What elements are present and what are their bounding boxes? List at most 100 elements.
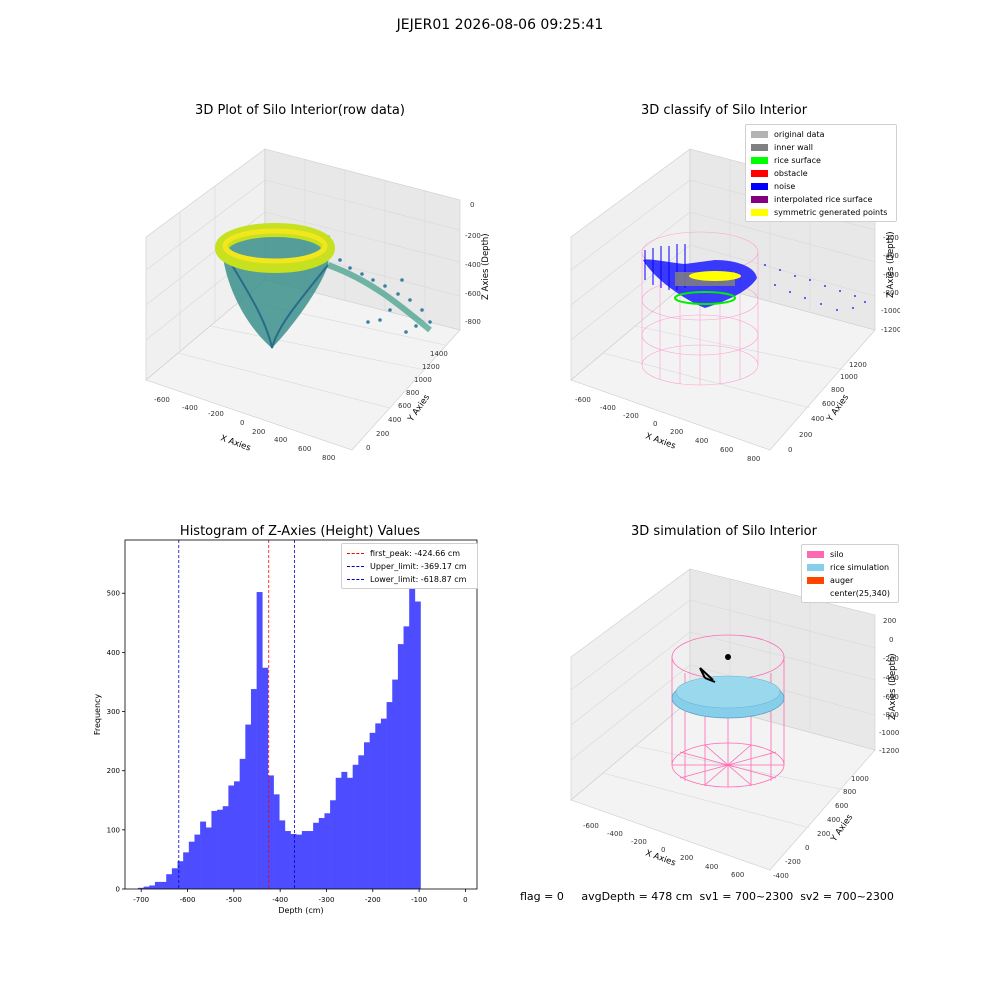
classify-xtick: 0 [653, 420, 657, 428]
histogram-bar [375, 723, 382, 889]
histogram-bar [149, 885, 156, 889]
histogram-bar [205, 827, 212, 889]
legend-item: Upper_limit: -369.17 cm [347, 560, 472, 573]
classify-ytick: 1200 [849, 361, 867, 369]
x-tick-label: -500 [226, 896, 242, 904]
histogram-bar [267, 775, 274, 889]
histogram-bar [341, 771, 348, 889]
simulation-xtick: -600 [583, 822, 599, 830]
histogram-bar [137, 887, 144, 889]
histogram-bar [318, 818, 325, 889]
legend-label: center(25,340) [830, 589, 890, 598]
histogram-bar [380, 718, 387, 889]
histogram-bar [296, 834, 303, 889]
simulation-ytick: 1000 [851, 775, 869, 783]
legend-item: first_peak: -424.66 cm [347, 547, 472, 560]
legend-label: auger [830, 576, 854, 585]
raw-ytick: 600 [398, 402, 411, 410]
legend-item: original data [751, 128, 891, 141]
x-tick-label: -100 [411, 896, 427, 904]
simulation-ztick: -800 [883, 711, 899, 719]
legend-swatch [807, 590, 824, 597]
classify-ylabel: Y Axies [825, 392, 852, 424]
histogram-bar [414, 601, 421, 889]
histogram-bar [279, 820, 286, 889]
simulation-3d-plot: -600 -400 -200 0 200 400 600 -400 -200 0… [570, 568, 899, 880]
legend-item: silo [807, 548, 893, 561]
histogram-bar [347, 777, 353, 889]
histogram-bar [177, 861, 184, 889]
raw-xtick: 600 [298, 445, 311, 453]
legend-swatch [751, 144, 768, 151]
simulation-ztick: -400 [883, 674, 899, 682]
classify-ytick: 800 [831, 386, 844, 394]
legend-item: rice surface [751, 154, 891, 167]
histogram-legend: first_peak: -424.66 cm Upper_limit: -369… [341, 543, 478, 589]
legend-label: obstacle [774, 169, 808, 178]
raw-xtick: -200 [208, 410, 224, 418]
x-tick-label: -700 [133, 896, 149, 904]
histogram-bar [154, 881, 161, 889]
legend-swatch [751, 131, 768, 138]
classify-ytick: 1000 [840, 373, 858, 381]
raw-ytick: 1000 [414, 376, 432, 384]
legend-item: auger [807, 574, 893, 587]
histogram-bar [200, 821, 207, 889]
raw-xtick: 400 [274, 436, 287, 444]
classify-xtick: 600 [720, 446, 733, 454]
raw-zlabel: Z Axies (Depth) [481, 233, 491, 300]
legend-item: interpolated rice surface [751, 193, 891, 206]
classify-xtick: 200 [670, 428, 683, 436]
histogram-bar [194, 834, 201, 889]
y-axis-label: Frequency [93, 694, 102, 736]
legend-swatch [807, 564, 824, 571]
legend-label: interpolated rice surface [774, 195, 873, 204]
histogram-bar [284, 831, 291, 889]
histogram-bar [330, 800, 337, 889]
legend-line [347, 553, 364, 554]
legend-label: first_peak: -424.66 cm [370, 549, 461, 558]
simulation-xtick: 400 [705, 863, 718, 871]
classify-xtick: 800 [747, 455, 760, 463]
legend-label: rice surface [774, 156, 821, 165]
histogram-bar [335, 777, 342, 889]
raw-xtick: 200 [252, 428, 265, 436]
x-tick-label: -200 [365, 896, 381, 904]
y-tick-label: 0 [116, 886, 120, 894]
figure-title: JEJER01 2026-08-06 09:25:41 [396, 17, 604, 33]
histogram-bar [188, 841, 195, 889]
histogram-bar [222, 806, 229, 889]
classify-ztick: -200 [883, 234, 899, 242]
classify-ztick: -600 [883, 271, 899, 279]
histogram-bar [245, 724, 252, 889]
histogram-bar [369, 732, 376, 889]
classify-xtick: -400 [600, 404, 616, 412]
y-tick-label: 300 [107, 708, 120, 716]
classify-legend: original data inner wall rice surface ob… [745, 124, 897, 222]
classify-xtick: 400 [695, 437, 708, 445]
histogram-bar [403, 626, 410, 889]
histogram-bar [250, 689, 257, 889]
x-tick-label: -600 [180, 896, 196, 904]
simulation-ytick: 600 [835, 802, 848, 810]
simulation-xtick: 200 [680, 854, 693, 862]
legend-item: rice simulation [807, 561, 893, 574]
y-tick-label: 200 [107, 767, 120, 775]
histogram-bar [217, 809, 224, 889]
simulation-ytick: -200 [785, 858, 801, 866]
legend-label: Lower_limit: -618.87 cm [370, 575, 467, 584]
simulation-xtick: -400 [607, 830, 623, 838]
simulation-zlabel: Z Axies (Depth) [888, 653, 898, 720]
raw-ztick: 0 [470, 201, 474, 209]
x-tick-label: 0 [463, 896, 467, 904]
histogram-chart: -700 -600 -500 -400 -300 -200 -100 0 0 100 200 300 4… [93, 539, 478, 915]
classify-ztick: -1200 [881, 326, 900, 334]
histogram-bar [228, 785, 235, 889]
histogram-bar [307, 831, 314, 889]
histogram-bar [409, 558, 416, 889]
status-footer: flag = 0 avgDepth = 478 cm sv1 = 700~230… [520, 890, 894, 903]
raw-xtick: -600 [154, 396, 170, 404]
simulation-ztick: -1000 [879, 729, 899, 737]
simulation-ytick: 400 [827, 816, 840, 824]
classify-ztick: -1000 [881, 307, 900, 315]
